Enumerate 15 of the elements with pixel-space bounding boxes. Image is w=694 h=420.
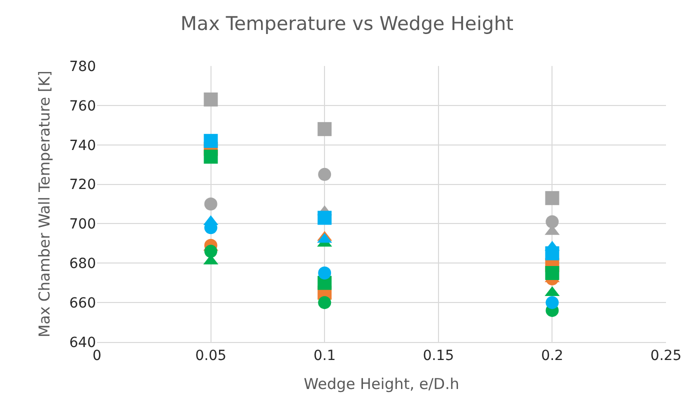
y-tick-label: 780 — [69, 58, 96, 75]
y-tick-label: 760 — [69, 98, 96, 114]
x-tick-label: 0.05 — [195, 348, 226, 364]
y-tick-label: 720 — [69, 177, 96, 194]
y-tick-label: 680 — [69, 256, 96, 272]
y-tick-label: 700 — [69, 216, 96, 233]
chart-title: Max Temperature vs Wedge Height — [180, 13, 514, 36]
x-tick-label: 0.2 — [541, 348, 564, 364]
x-tick-label: 0.15 — [422, 348, 454, 364]
x-tick-label: 0.1 — [313, 348, 336, 364]
y-tick-label: 740 — [69, 138, 96, 154]
x-axis-title: Wedge Height, e/D.h — [304, 374, 460, 393]
y-tick-label: 660 — [69, 295, 96, 312]
x-tick-label: 0.25 — [650, 348, 682, 364]
y-axis-title: Max Chamber Wall Temperature [K] — [36, 70, 54, 338]
